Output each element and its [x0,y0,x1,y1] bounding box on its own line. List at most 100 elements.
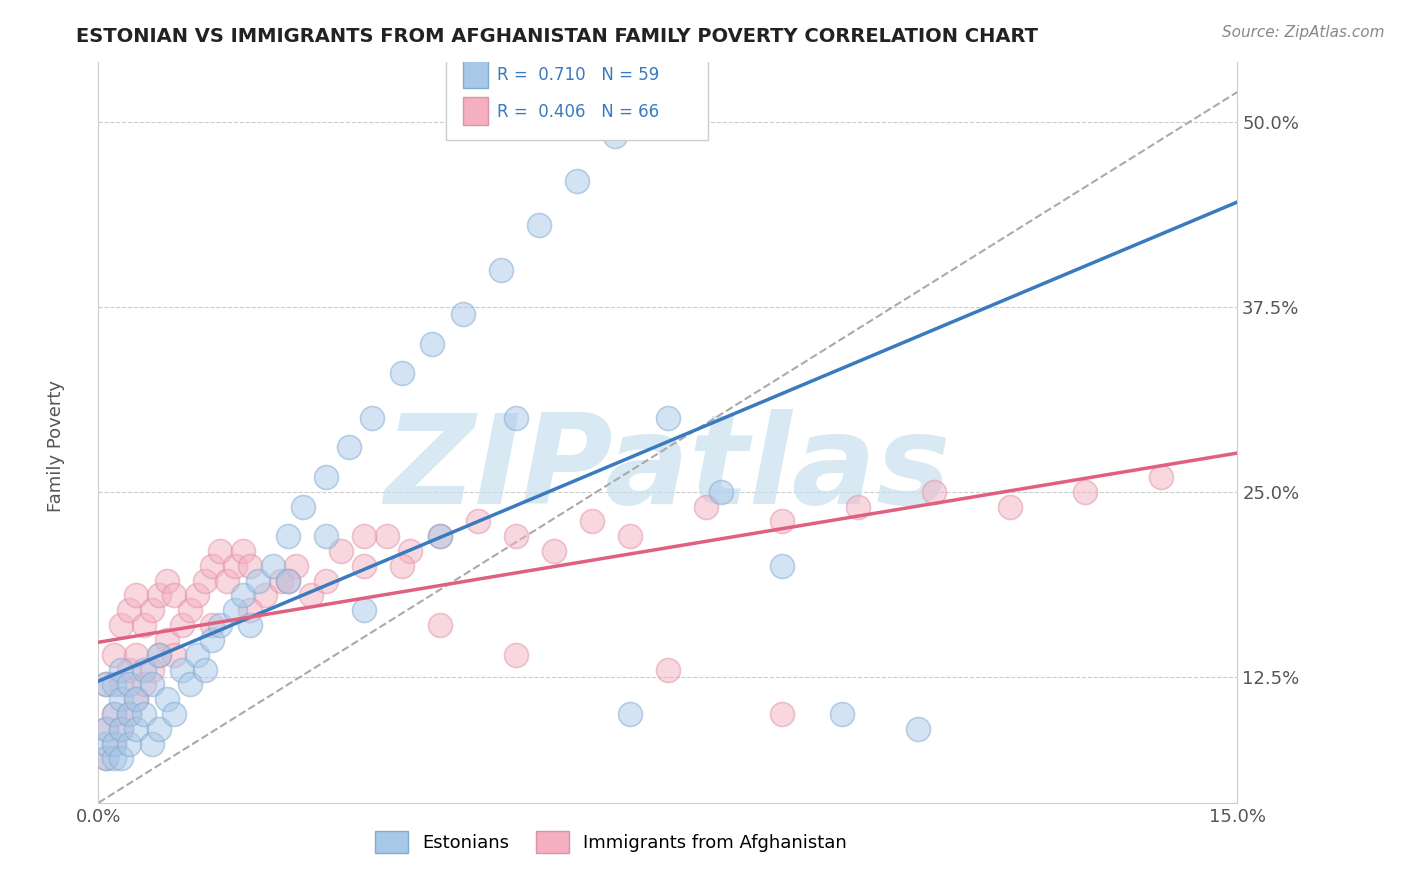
Point [103,677,125,691]
Point [132,677,155,691]
Point [125,648,148,662]
Point [125,692,148,706]
Point [998,500,1021,514]
Point [353,529,375,543]
Point [770,706,793,721]
Point [429,618,451,632]
Point [224,603,246,617]
Point [186,589,208,603]
Point [710,484,733,499]
Point [353,603,375,617]
Point [277,529,299,543]
Point [194,574,217,588]
Point [103,737,125,751]
Point [543,544,565,558]
Point [132,706,155,721]
Text: ESTONIAN VS IMMIGRANTS FROM AFGHANISTAN FAMILY POVERTY CORRELATION CHART: ESTONIAN VS IMMIGRANTS FROM AFGHANISTAN … [76,27,1038,45]
Point [315,529,337,543]
Point [337,441,360,455]
Point [110,722,132,736]
Point [619,529,641,543]
Point [254,589,277,603]
Point [489,262,512,277]
Point [94,677,117,691]
Point [201,618,224,632]
Point [194,663,217,677]
Point [179,603,201,617]
Point [103,737,125,751]
Point [375,529,398,543]
Text: R =  0.406   N = 66: R = 0.406 N = 66 [498,103,659,121]
Point [292,500,315,514]
Point [315,574,337,588]
Point [103,706,125,721]
Point [163,648,186,662]
Point [224,558,246,573]
Point [1150,470,1173,484]
Point [360,410,382,425]
Point [163,706,186,721]
Point [239,603,262,617]
Point [619,706,641,721]
Point [163,589,186,603]
Point [94,677,117,691]
Point [208,618,231,632]
Point [141,677,163,691]
Point [330,544,353,558]
Point [505,648,527,662]
Point [467,515,489,529]
Point [505,410,527,425]
Point [170,663,193,677]
Point [118,706,141,721]
Point [148,648,170,662]
Point [770,558,793,573]
Point [217,574,239,588]
Point [103,706,125,721]
Point [186,648,208,662]
Point [110,692,132,706]
Point [94,722,117,736]
Bar [463,61,488,88]
Bar [463,97,488,126]
Legend: Estonians, Immigrants from Afghanistan: Estonians, Immigrants from Afghanistan [368,824,853,861]
Point [201,632,224,647]
Point [262,558,284,573]
Point [132,618,155,632]
Point [156,632,179,647]
Point [94,751,117,765]
Point [232,544,254,558]
Point [565,174,588,188]
Point [103,751,125,765]
Point [110,751,132,765]
Text: ZIPatlas: ZIPatlas [385,409,950,530]
Point [277,574,299,588]
Point [110,618,132,632]
Point [110,663,132,677]
Point [581,515,603,529]
Point [118,706,141,721]
Point [110,677,132,691]
Point [118,663,141,677]
Point [94,737,117,751]
Point [284,558,307,573]
Point [148,722,170,736]
Point [657,410,679,425]
Point [118,677,141,691]
Point [429,529,451,543]
Point [170,618,193,632]
Point [118,737,141,751]
Point [603,129,626,144]
Point [299,589,322,603]
Point [451,307,474,321]
Point [239,558,262,573]
Point [125,589,148,603]
Point [907,722,929,736]
Point [156,692,179,706]
Point [246,574,269,588]
Point [132,663,155,677]
Point [353,558,375,573]
Point [922,484,945,499]
Point [429,529,451,543]
Point [94,751,117,765]
Point [1074,484,1097,499]
